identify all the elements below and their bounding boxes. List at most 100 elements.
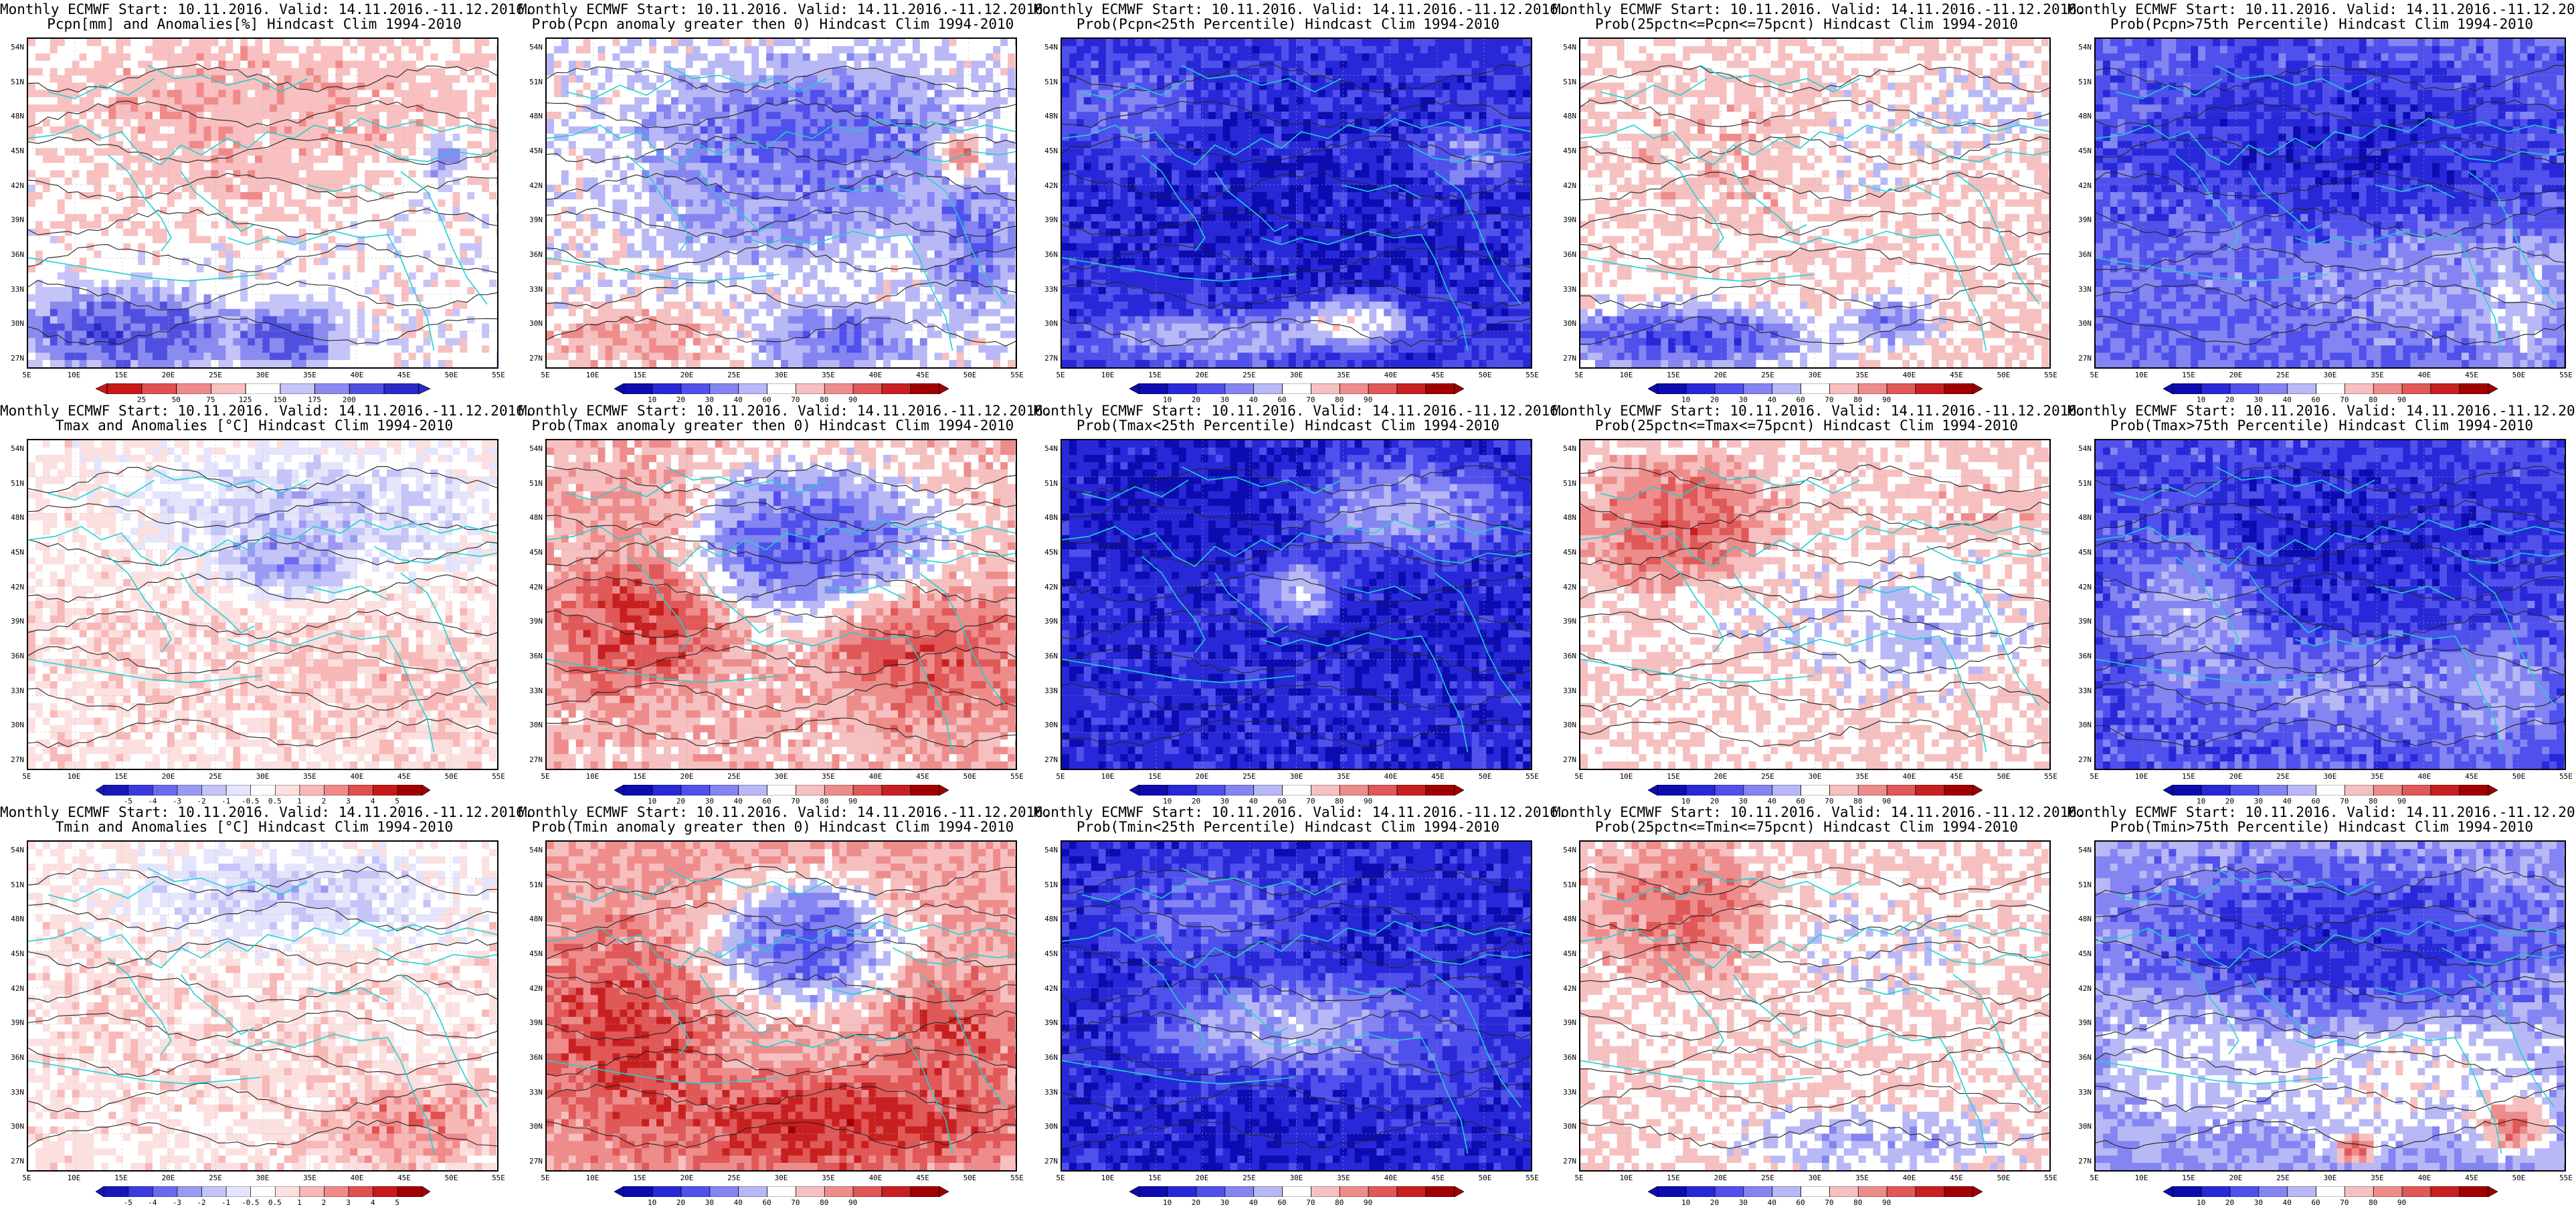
colorbar-swatch — [1772, 1186, 1801, 1197]
colorbar-max-arrow — [2488, 1186, 2497, 1197]
longitude-label: 10E — [1097, 1174, 1119, 1182]
colorbar-swatch — [1196, 785, 1225, 796]
latitude-label: 36N — [2069, 652, 2092, 660]
colorbar-swatch — [1311, 785, 1340, 796]
colorbar-swatch — [373, 785, 397, 796]
colorbar-swatch — [1916, 1186, 1944, 1197]
longitude-label: 10E — [581, 1174, 604, 1182]
colorbar-swatch — [211, 383, 246, 394]
colorbar-swatch — [128, 1186, 153, 1197]
longitude-label: 15E — [110, 772, 132, 781]
longitude-label: 55E — [487, 371, 510, 379]
longitude-label: 45E — [2460, 1174, 2483, 1182]
longitude-label: 25E — [1756, 371, 1779, 379]
latitude-label: 54N — [1035, 444, 1058, 453]
map-panel: Monthly ECMWF Start: 10.11.2016. Valid: … — [1552, 803, 2061, 1204]
map-area — [2094, 439, 2566, 770]
colorbar-swatch — [275, 785, 300, 796]
colorbar-swatch — [796, 1186, 824, 1197]
latitude-label: 27N — [1035, 1157, 1058, 1166]
map-panel: Monthly ECMWF Start: 10.11.2016. Valid: … — [1034, 401, 1542, 803]
longitude-label: 45E — [1427, 772, 1449, 781]
latitude-label: 54N — [520, 43, 543, 52]
colorbar — [1648, 785, 1983, 796]
colorbar-label: -1 — [213, 1198, 240, 1207]
latitude-label: 51N — [1, 479, 24, 488]
colorbar-swatch — [324, 785, 349, 796]
map-canvas — [1062, 842, 1531, 1170]
latitude-label: 48N — [2069, 513, 2092, 522]
longitude-label: 35E — [1332, 772, 1355, 781]
longitude-label: 55E — [2039, 1174, 2062, 1182]
latitude-label: 54N — [520, 444, 543, 453]
colorbar-swatch — [1139, 1186, 1168, 1197]
longitude-label: 20E — [157, 371, 180, 379]
panel-title-line1: Monthly ECMWF Start: 10.11.2016. Valid: … — [2067, 804, 2576, 820]
latitude-label: 42N — [1554, 583, 1576, 591]
colorbar-swatch — [1858, 785, 1887, 796]
longitude-label: 55E — [1006, 1174, 1028, 1182]
colorbar-swatch — [2402, 383, 2431, 394]
latitude-label: 39N — [1035, 617, 1058, 626]
longitude-label: 35E — [2366, 1174, 2389, 1182]
colorbar-min-arrow — [2163, 785, 2173, 796]
colorbar-swatch — [1772, 383, 1801, 394]
longitude-label: 55E — [2039, 772, 2062, 781]
latitude-label: 39N — [1554, 1018, 1576, 1027]
panel-title-line2: Prob(Pcpn>75th Percentile) Hindcast Clim… — [2067, 16, 2576, 32]
longitude-label: 20E — [676, 371, 699, 379]
longitude-label: 50E — [1993, 1174, 2015, 1182]
longitude-label: 40E — [1898, 1174, 1921, 1182]
colorbar-label: 80 — [1845, 1198, 1871, 1207]
latitude-label: 36N — [1035, 652, 1058, 660]
latitude-label: 36N — [1035, 250, 1058, 259]
longitude-label: 50E — [959, 1174, 982, 1182]
map-panel: Monthly ECMWF Start: 10.11.2016. Valid: … — [1034, 0, 1542, 401]
longitude-label: 50E — [1474, 1174, 1497, 1182]
longitude-label: 25E — [204, 1174, 227, 1182]
panel-title-line2: Prob(Tmin>75th Percentile) Hindcast Clim… — [2067, 819, 2576, 835]
colorbar-swatch — [1311, 1186, 1340, 1197]
longitude-label: 10E — [63, 772, 86, 781]
latitude-label: 45N — [1035, 548, 1058, 557]
latitude-label: 45N — [1, 147, 24, 155]
longitude-label: 30E — [1804, 1174, 1827, 1182]
panel-title-line2: Prob(Pcpn anomaly greater then 0) Hindca… — [519, 16, 1027, 32]
colorbar-swatch — [299, 785, 324, 796]
colorbar-swatch — [1829, 383, 1858, 394]
colorbar-swatch — [1715, 1186, 1744, 1197]
colorbar-swatch — [1340, 785, 1368, 796]
colorbar-swatch — [2431, 785, 2460, 796]
colorbar-swatch — [1397, 1186, 1426, 1197]
longitude-label: 10E — [581, 371, 604, 379]
colorbar-swatch — [1743, 785, 1772, 796]
colorbar-max-arrow — [1454, 383, 1463, 394]
colorbar-label: -4 — [139, 1198, 166, 1207]
colorbar-max-arrow — [1454, 785, 1463, 796]
longitude-label: 20E — [1191, 772, 1214, 781]
colorbar-swatch — [1858, 383, 1887, 394]
longitude-label: 5E — [534, 371, 557, 379]
latitude-label: 51N — [1035, 479, 1058, 488]
colorbar-label: 70 — [1297, 1198, 1324, 1207]
latitude-label: 54N — [2069, 846, 2092, 854]
colorbar-swatch — [201, 785, 226, 796]
colorbar-swatch — [652, 1186, 681, 1197]
longitude-label: 25E — [723, 1174, 745, 1182]
colorbar-label: 0.5 — [262, 1198, 288, 1207]
colorbar-swatch — [910, 383, 939, 394]
longitude-label: 10E — [1615, 371, 1638, 379]
longitude-label: 30E — [252, 772, 274, 781]
longitude-label: 20E — [157, 1174, 180, 1182]
colorbar — [1648, 383, 1983, 394]
latitude-label: 45N — [520, 548, 543, 557]
colorbar-swatch — [107, 383, 142, 394]
latitude-label: 51N — [1, 880, 24, 889]
latitude-label: 54N — [1035, 846, 1058, 854]
longitude-label: 5E — [1568, 772, 1590, 781]
colorbar-swatch — [201, 1186, 226, 1197]
panel-title-line1: Monthly ECMWF Start: 10.11.2016. Valid: … — [0, 403, 509, 419]
longitude-label: 15E — [628, 772, 651, 781]
colorbar-swatch — [2230, 1186, 2259, 1197]
latitude-label: 48N — [1, 513, 24, 522]
